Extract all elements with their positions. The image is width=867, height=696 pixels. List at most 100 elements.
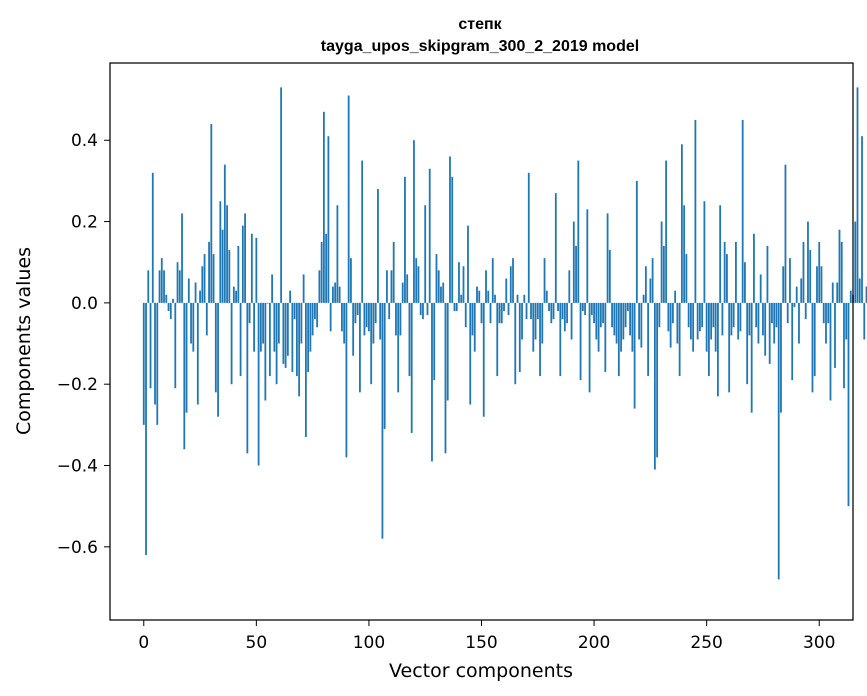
bar	[203, 254, 206, 303]
bar	[507, 302, 510, 316]
bar	[516, 294, 519, 303]
bar	[491, 258, 494, 303]
bar	[624, 302, 627, 328]
bar	[311, 302, 314, 336]
bar	[147, 270, 150, 303]
bar	[397, 302, 400, 393]
bar	[361, 160, 364, 303]
bar	[352, 302, 355, 356]
bar	[723, 241, 726, 303]
bar	[419, 302, 422, 316]
x-axis-ticks: 0 50 100 150 200 250 300	[138, 620, 835, 653]
bar	[559, 302, 562, 377]
x-tick-label: 300	[803, 633, 835, 653]
bar	[836, 282, 839, 303]
bar	[332, 286, 334, 303]
bar	[737, 302, 740, 340]
bar	[199, 290, 201, 303]
bar	[793, 302, 796, 307]
bar	[473, 302, 476, 352]
bar	[327, 136, 330, 303]
bar	[687, 302, 690, 328]
bar	[316, 302, 319, 328]
bar	[840, 241, 843, 303]
bar	[408, 302, 411, 377]
bar	[665, 160, 668, 303]
bar	[286, 302, 289, 356]
bar	[865, 286, 867, 303]
bar	[469, 302, 472, 405]
bar	[671, 302, 674, 324]
bar	[163, 270, 165, 303]
bar	[658, 302, 661, 328]
bar	[843, 302, 845, 389]
bar	[809, 250, 812, 303]
bar	[552, 302, 555, 320]
bar	[753, 233, 755, 303]
bar	[498, 302, 501, 324]
bar	[680, 144, 683, 303]
bar	[446, 302, 449, 401]
bar	[732, 302, 735, 328]
bar	[660, 221, 663, 303]
y-tick-label: −0.2	[57, 375, 98, 395]
bar	[563, 302, 566, 332]
bar	[728, 302, 731, 393]
bar	[334, 282, 337, 303]
bar	[226, 205, 228, 303]
bar	[379, 302, 382, 340]
bar	[692, 302, 695, 352]
bar	[185, 302, 188, 413]
bar	[192, 302, 195, 352]
bar	[169, 302, 172, 320]
bar	[230, 302, 233, 385]
bar	[289, 290, 292, 303]
bar	[223, 164, 226, 303]
bar	[345, 302, 348, 458]
bar	[755, 302, 758, 328]
bar	[377, 189, 379, 303]
x-axis-label: Vector components	[389, 660, 573, 682]
bar	[471, 302, 474, 336]
bar	[802, 241, 805, 303]
bar	[595, 302, 598, 340]
bar	[190, 302, 192, 344]
bar	[647, 302, 650, 377]
bar	[172, 298, 174, 303]
bar	[347, 95, 350, 303]
bar	[275, 302, 278, 385]
bar	[804, 302, 807, 320]
bar	[759, 274, 762, 303]
bar	[217, 302, 219, 417]
bar	[798, 302, 800, 344]
bar	[822, 302, 825, 324]
bar	[849, 290, 852, 303]
bar	[795, 286, 798, 303]
bar	[818, 241, 821, 303]
bar	[241, 225, 244, 303]
bar	[422, 302, 424, 320]
bar	[239, 302, 242, 377]
bar	[264, 302, 267, 401]
chart-title-line-1: степк	[458, 16, 502, 33]
bar	[863, 302, 866, 340]
bar	[746, 302, 749, 385]
bar	[440, 286, 442, 303]
bar	[638, 302, 641, 340]
bar	[775, 302, 778, 328]
bar	[541, 302, 544, 344]
bar	[635, 180, 638, 303]
bar	[464, 302, 467, 328]
bar	[368, 302, 370, 332]
bar	[374, 302, 377, 324]
bar	[295, 302, 298, 377]
bar	[829, 302, 832, 401]
x-tick-label: 150	[465, 633, 497, 653]
bar	[827, 302, 830, 324]
bar	[413, 140, 415, 303]
bar	[678, 302, 681, 377]
bar	[651, 258, 654, 303]
bar	[350, 258, 352, 303]
bar	[714, 302, 717, 352]
bar	[620, 302, 622, 352]
